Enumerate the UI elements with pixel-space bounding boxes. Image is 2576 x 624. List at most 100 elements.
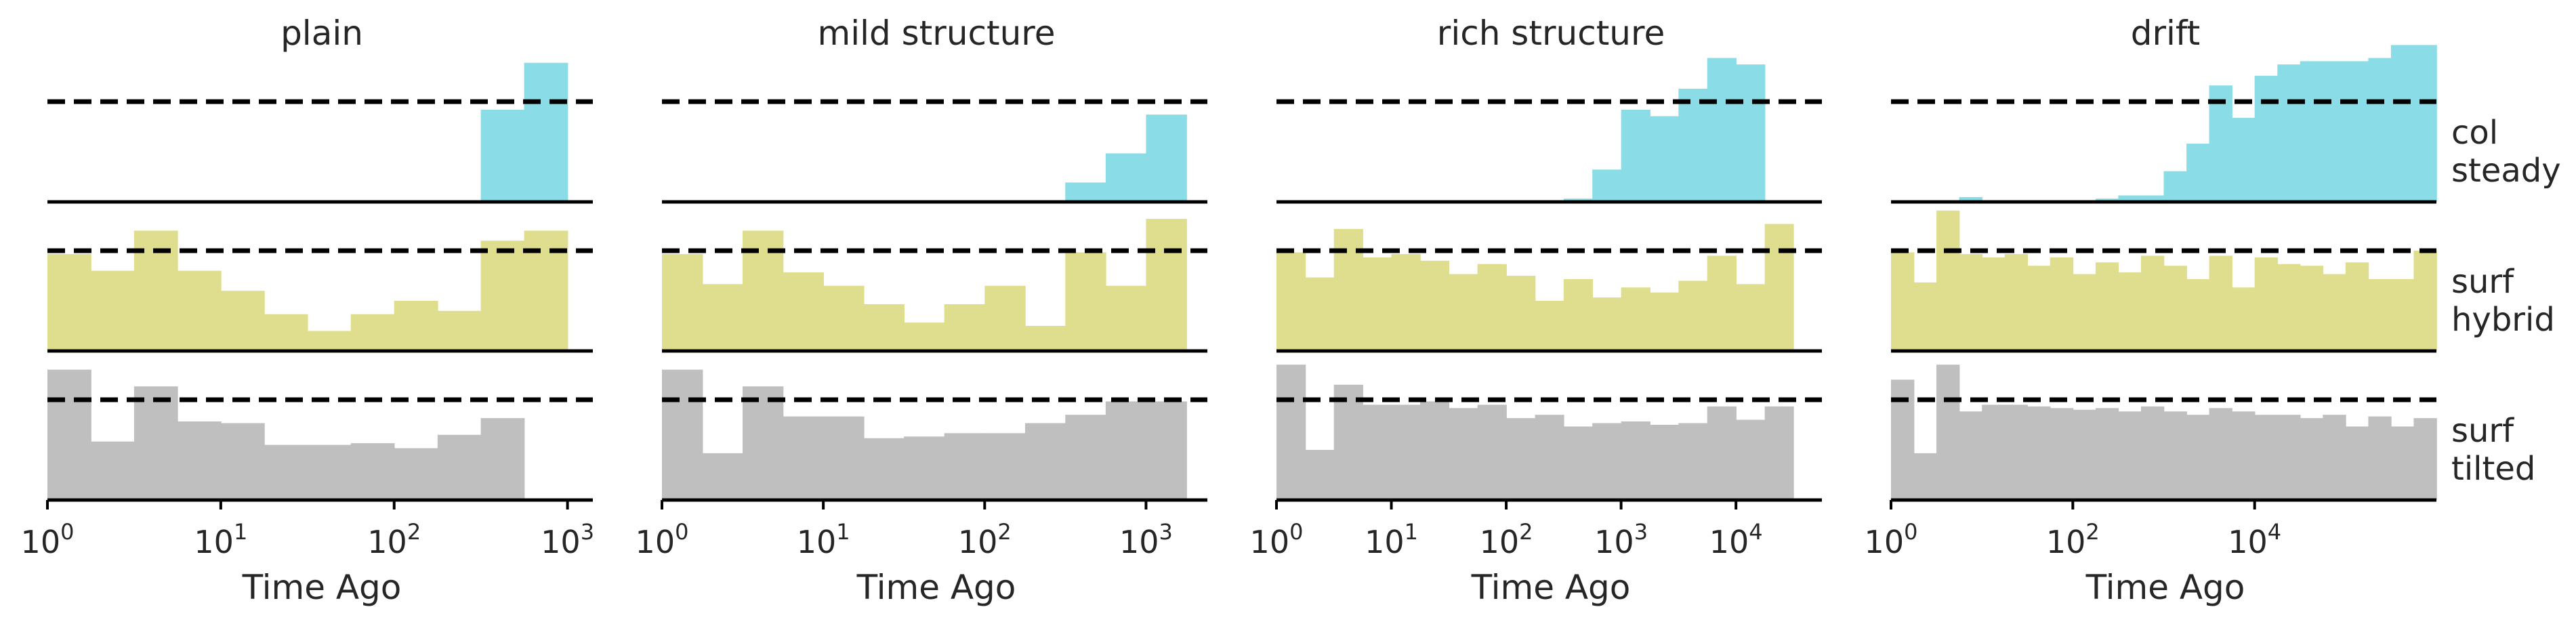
histogram-bar xyxy=(47,253,91,351)
x-tick-base: 10 xyxy=(1119,524,1159,560)
histogram-bar xyxy=(2095,262,2119,351)
histogram-bar xyxy=(2390,278,2415,351)
histogram-bar xyxy=(783,416,824,500)
x-tick-label: 102 xyxy=(2046,519,2100,560)
x-tick-base: 10 xyxy=(1594,524,1634,560)
histogram-bar xyxy=(133,386,178,500)
row-label-line: hybrid xyxy=(2451,301,2555,339)
histogram-bar xyxy=(2277,264,2301,351)
x-tick-exponent: 2 xyxy=(997,519,1011,545)
histogram-bar xyxy=(2345,262,2369,351)
histogram-bar xyxy=(2413,45,2437,202)
histogram-bar xyxy=(1506,418,1536,500)
x-tick-label: 100 xyxy=(1250,519,1304,560)
x-tick-exponent: 1 xyxy=(836,519,850,545)
row-label-line: surf xyxy=(2451,412,2514,450)
row-label-line: col xyxy=(2451,114,2498,152)
histogram-bar xyxy=(984,433,1026,500)
histogram-bar xyxy=(2050,257,2074,351)
histogram-bar xyxy=(264,314,308,351)
histogram-bar xyxy=(1650,116,1680,202)
x-axis-label-plain: Time Ago xyxy=(242,568,402,607)
x-tick-exponent: 1 xyxy=(234,519,247,545)
histogram-bar xyxy=(480,109,525,202)
panel-mild-structure-row-1 xyxy=(662,99,1207,204)
histogram-bar xyxy=(662,369,703,500)
histogram-bar xyxy=(2277,415,2301,500)
x-tick-label: 101 xyxy=(194,519,247,560)
x-tick-exponent: 0 xyxy=(1904,519,1917,545)
histogram-bar xyxy=(1276,252,1306,351)
histogram-bar xyxy=(2345,61,2369,202)
histogram-bar xyxy=(437,310,482,351)
histogram-bar xyxy=(1146,401,1187,500)
histogram-bar xyxy=(2254,257,2279,351)
histogram-bar xyxy=(1959,411,1982,500)
histogram-bar xyxy=(2163,171,2187,202)
x-tick-label: 102 xyxy=(367,519,421,560)
x-tick-label: 101 xyxy=(797,519,850,560)
row-label-line: surf xyxy=(2451,263,2514,301)
histogram-bar xyxy=(1678,280,1708,351)
histogram-bar xyxy=(2140,195,2165,202)
histogram-bar xyxy=(2186,144,2210,202)
histogram-bar xyxy=(1024,326,1066,351)
x-tick-label: 101 xyxy=(1365,519,1418,560)
histogram-bar xyxy=(1563,426,1593,500)
histogram-bar xyxy=(1650,425,1680,500)
histogram-bar xyxy=(2073,274,2096,351)
histogram-bar xyxy=(1592,423,1622,500)
histogram-bar xyxy=(1913,282,1937,351)
x-tick-exponent: 0 xyxy=(675,519,688,545)
x-tick-label: 103 xyxy=(541,519,594,560)
histogram-bar xyxy=(1363,257,1392,351)
histogram-bar xyxy=(2209,85,2232,202)
histogram-bar xyxy=(1678,423,1708,500)
histogram-bar xyxy=(2186,278,2210,351)
histogram-bar xyxy=(1736,284,1766,351)
x-tick-base: 10 xyxy=(1865,524,1905,560)
row-label-surf-hybrid: surf hybrid xyxy=(2451,263,2555,339)
histogram-bar xyxy=(350,443,395,500)
histogram-bar xyxy=(480,241,525,351)
histogram-bar xyxy=(904,436,945,500)
x-tick-exponent: 2 xyxy=(407,519,421,545)
histogram-bar xyxy=(863,438,905,500)
histogram-bar xyxy=(1736,64,1766,202)
histogram-bar xyxy=(1363,404,1392,500)
histogram-bar xyxy=(91,270,135,351)
histogram-bar xyxy=(2368,278,2392,351)
histogram-bar xyxy=(2163,266,2187,351)
histogram-bar xyxy=(1105,401,1147,500)
x-tick-exponent: 3 xyxy=(1634,519,1648,545)
x-tick-base: 10 xyxy=(1709,524,1749,560)
x-tick-base: 10 xyxy=(541,524,581,560)
panel-mild-structure-row-2 xyxy=(662,219,1207,353)
histogram-bar xyxy=(2186,415,2210,500)
histogram-bar xyxy=(2004,253,2028,351)
histogram-bar xyxy=(2209,408,2232,500)
histogram-bar xyxy=(2073,409,2096,500)
histogram-bar xyxy=(1959,196,1982,202)
histogram-bar xyxy=(1707,58,1737,202)
histogram-bar xyxy=(2232,411,2256,500)
histogram-bar xyxy=(2413,251,2437,351)
histogram-bar xyxy=(662,253,703,351)
histogram-bar xyxy=(2118,411,2142,500)
histogram-bar xyxy=(220,291,265,351)
histogram-bar xyxy=(2390,426,2415,500)
histogram-bar xyxy=(1650,292,1680,351)
histogram-bar xyxy=(1736,419,1766,500)
histogram-bar xyxy=(524,62,568,203)
histogram-bar xyxy=(2277,64,2301,202)
x-tick-exponent: 4 xyxy=(1749,519,1762,545)
histogram-bar xyxy=(1105,285,1147,351)
x-tick-exponent: 0 xyxy=(1289,519,1303,545)
histogram-bar xyxy=(2323,415,2346,500)
x-axis-label-drift: Time Ago xyxy=(2085,568,2245,607)
histogram-bar xyxy=(944,433,986,500)
histogram-bar xyxy=(1477,404,1507,500)
histogram-bar xyxy=(350,314,395,351)
x-tick-base: 10 xyxy=(1250,524,1290,560)
histogram-bar xyxy=(1707,255,1737,351)
